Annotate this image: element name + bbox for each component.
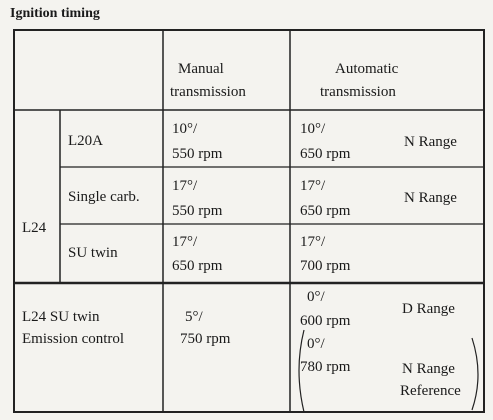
range: N Range — [404, 134, 457, 150]
model: L24 SU twin — [22, 309, 100, 325]
header: Manual — [178, 61, 224, 77]
model: Emission control — [22, 331, 125, 347]
title: Ignition timing — [10, 6, 100, 21]
model: Single carb. — [68, 189, 140, 205]
model: SU twin — [68, 245, 118, 261]
model: L20A — [68, 133, 103, 149]
cell: 650 rpm — [300, 146, 351, 162]
header: Automatic — [335, 61, 399, 77]
header: transmission — [170, 84, 246, 100]
range: N Range — [402, 361, 455, 377]
cell: 600 rpm — [300, 313, 351, 329]
range: D Range — [402, 301, 455, 317]
cell: 650 rpm — [300, 203, 351, 219]
cell: 10°/ — [172, 121, 198, 137]
cell: 780 rpm — [300, 359, 351, 375]
cell: 650 rpm — [172, 258, 223, 274]
cell: 750 rpm — [180, 331, 231, 347]
cell: 17°/ — [300, 234, 326, 250]
cell: 17°/ — [300, 178, 326, 194]
cell: 550 rpm — [172, 203, 223, 219]
cell: 0°/ — [307, 289, 325, 305]
cell: 700 rpm — [300, 258, 351, 274]
cell: 17°/ — [172, 178, 198, 194]
cell: 5°/ — [185, 309, 203, 325]
range: N Range — [404, 190, 457, 206]
cell: 550 rpm — [172, 146, 223, 162]
cell: 0°/ — [307, 336, 325, 352]
cell: 10°/ — [300, 121, 326, 137]
cell: 17°/ — [172, 234, 198, 250]
range: Reference — [400, 383, 461, 399]
header: transmission — [320, 84, 396, 100]
group: L24 — [22, 220, 47, 236]
